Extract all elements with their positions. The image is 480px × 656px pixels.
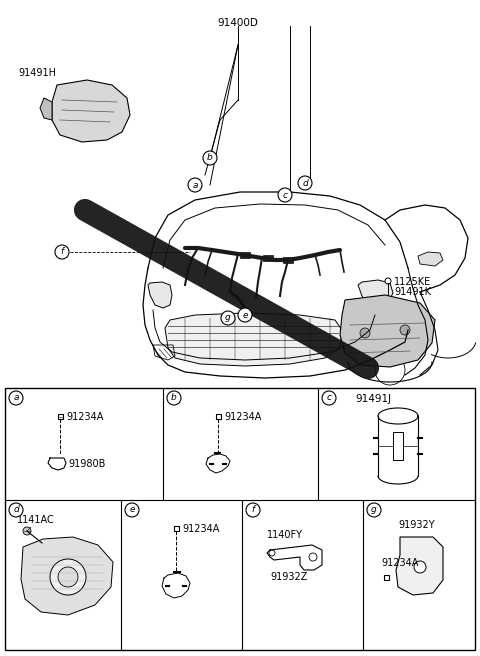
Text: a: a (192, 180, 198, 190)
Polygon shape (148, 282, 172, 308)
Circle shape (50, 559, 86, 595)
Circle shape (246, 503, 260, 517)
Text: e: e (129, 506, 135, 514)
Text: g: g (371, 506, 377, 514)
Bar (384, 575, 389, 580)
Text: a: a (13, 394, 19, 403)
Circle shape (167, 391, 181, 405)
Circle shape (367, 503, 381, 517)
Text: b: b (207, 154, 213, 163)
Text: 1125KE: 1125KE (394, 277, 431, 287)
Text: d: d (13, 506, 19, 514)
Text: g: g (225, 314, 231, 323)
Text: b: b (171, 394, 177, 403)
Text: 91234A: 91234A (381, 558, 419, 568)
Text: 91491J: 91491J (355, 394, 391, 404)
Bar (58, 414, 63, 419)
Circle shape (9, 391, 23, 405)
Circle shape (188, 178, 202, 192)
Polygon shape (21, 537, 113, 615)
Bar (174, 526, 179, 531)
Bar (216, 414, 221, 419)
Text: c: c (326, 394, 332, 403)
Text: d: d (302, 178, 308, 188)
Circle shape (414, 561, 426, 573)
Text: 91234A: 91234A (182, 524, 219, 534)
Text: f: f (252, 506, 254, 514)
Circle shape (221, 311, 235, 325)
Circle shape (400, 325, 410, 335)
Circle shape (23, 527, 31, 535)
Bar (240, 252, 250, 258)
Bar (393, 432, 403, 460)
Text: 1140FY: 1140FY (267, 530, 303, 540)
Polygon shape (340, 295, 435, 367)
Text: f: f (60, 247, 63, 256)
Text: 91491K: 91491K (394, 287, 431, 297)
Text: 91932Y: 91932Y (398, 520, 434, 530)
Polygon shape (358, 280, 393, 307)
Circle shape (203, 151, 217, 165)
Text: e: e (242, 310, 248, 319)
Bar (5, 388, 475, 650)
Circle shape (322, 391, 336, 405)
Text: 91234A: 91234A (66, 412, 103, 422)
Polygon shape (396, 537, 443, 595)
Circle shape (125, 503, 139, 517)
Polygon shape (52, 80, 130, 142)
Text: 91234A: 91234A (224, 412, 262, 422)
Text: 1141AC: 1141AC (17, 515, 55, 525)
Polygon shape (418, 252, 443, 266)
Text: c: c (283, 190, 288, 199)
Circle shape (385, 278, 391, 284)
Circle shape (360, 328, 370, 338)
Text: 91980B: 91980B (68, 459, 106, 469)
Text: 91932Z: 91932Z (270, 572, 307, 582)
Circle shape (55, 245, 69, 259)
Text: 91491H: 91491H (18, 68, 56, 78)
Circle shape (9, 503, 23, 517)
Polygon shape (40, 98, 52, 120)
Circle shape (278, 188, 292, 202)
Polygon shape (165, 313, 342, 366)
Bar (283, 257, 293, 263)
Bar (263, 255, 273, 261)
Text: 91400D: 91400D (217, 18, 258, 28)
Circle shape (58, 567, 78, 587)
Circle shape (238, 308, 252, 322)
Circle shape (298, 176, 312, 190)
